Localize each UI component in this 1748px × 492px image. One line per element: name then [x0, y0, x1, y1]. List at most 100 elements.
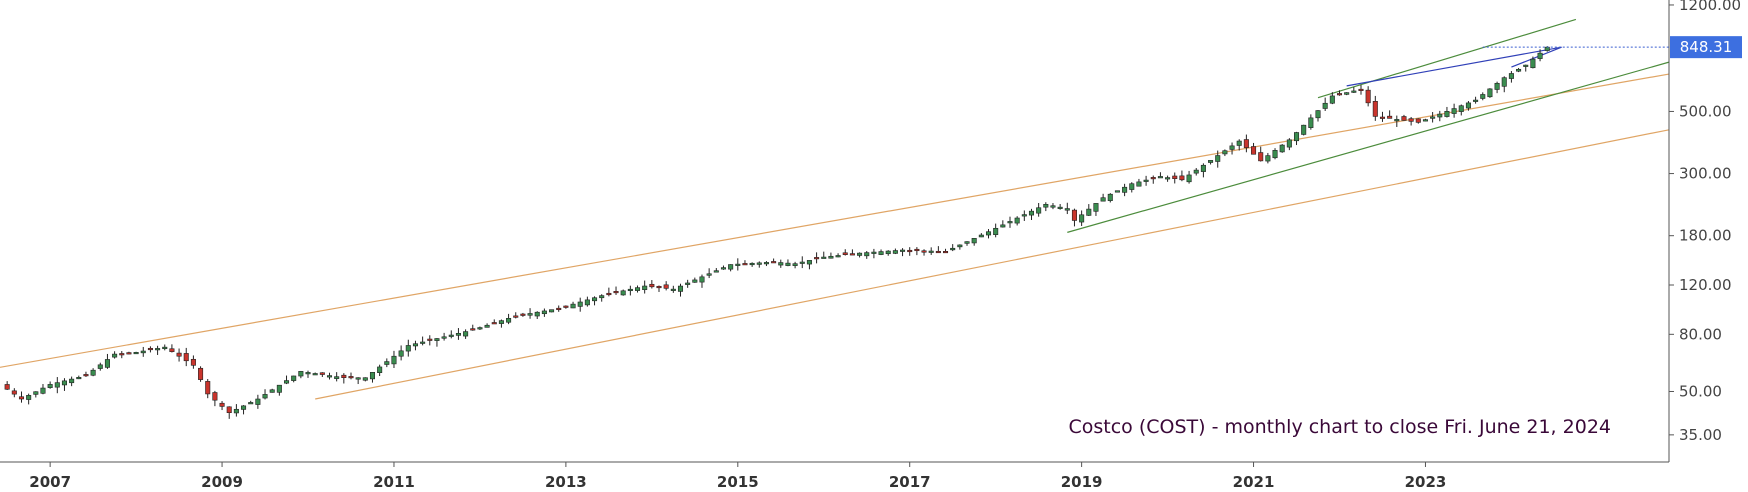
- candle: [885, 250, 891, 256]
- x-tick-label: 2013: [545, 473, 587, 491]
- candle: [1236, 139, 1242, 151]
- candle: [104, 353, 110, 369]
- candle: [427, 335, 433, 346]
- candle: [935, 246, 941, 254]
- candle: [420, 336, 426, 346]
- candle: [1430, 112, 1436, 123]
- candle: [663, 281, 669, 291]
- candle: [1000, 220, 1006, 228]
- candle: [1129, 182, 1135, 193]
- candle: [656, 285, 662, 292]
- candle: [484, 323, 490, 328]
- candle: [405, 339, 411, 357]
- candle: [1208, 160, 1214, 165]
- candle: [1494, 81, 1500, 94]
- candle: [1530, 56, 1536, 69]
- candle: [857, 252, 863, 258]
- last-price-badge: [1670, 36, 1742, 59]
- candle: [176, 348, 182, 362]
- candle: [1014, 216, 1020, 226]
- candle: [749, 262, 755, 267]
- x-tick-label: 2009: [201, 473, 243, 491]
- candle: [1422, 118, 1428, 122]
- candle: [892, 248, 898, 255]
- candle: [1265, 152, 1271, 164]
- candle: [226, 406, 232, 419]
- candle: [1222, 149, 1228, 157]
- candle: [978, 233, 984, 238]
- candle: [119, 351, 125, 359]
- candle: [76, 375, 82, 380]
- candle: [1358, 84, 1364, 95]
- candle: [1079, 210, 1085, 226]
- candle: [1379, 111, 1385, 122]
- candle: [1122, 183, 1128, 197]
- candle: [993, 223, 999, 238]
- candle: [763, 261, 769, 267]
- candle: [563, 305, 569, 309]
- candle: [756, 261, 762, 268]
- x-tick-label: 2019: [1061, 473, 1103, 491]
- candle: [1365, 86, 1371, 107]
- candle: [900, 248, 906, 257]
- candle: [198, 366, 204, 382]
- candle: [778, 259, 784, 268]
- candle: [878, 249, 884, 256]
- candle: [685, 279, 691, 288]
- candle: [1501, 76, 1507, 93]
- candle: [1186, 170, 1192, 184]
- candle: [828, 252, 834, 259]
- candle: [1200, 163, 1206, 178]
- x-tick-label: 2007: [29, 473, 71, 491]
- trendline-wedge-bottom: [1511, 46, 1562, 68]
- candle: [943, 248, 949, 254]
- x-tick-label: 2017: [889, 473, 931, 491]
- candle: [276, 384, 282, 396]
- candle: [498, 319, 504, 328]
- candle: [1487, 88, 1493, 98]
- candle: [799, 256, 805, 269]
- candle: [284, 375, 290, 385]
- candle: [928, 247, 934, 255]
- candle: [398, 345, 404, 361]
- candle: [362, 377, 368, 382]
- candle: [1322, 97, 1328, 111]
- candle: [319, 372, 325, 378]
- candle: [1036, 202, 1042, 217]
- candle: [914, 247, 920, 256]
- candle: [549, 309, 555, 313]
- candle: [1028, 208, 1035, 221]
- y-tick-label: 120.00: [1679, 276, 1732, 294]
- candle: [842, 249, 848, 256]
- candle: [1336, 90, 1343, 96]
- candle: [1415, 118, 1421, 124]
- candle: [112, 351, 118, 359]
- candle: [649, 280, 655, 289]
- candle: [298, 370, 304, 379]
- candle: [233, 404, 239, 417]
- trendline-green-resistance: [1317, 18, 1577, 99]
- trendline-upper-channel: [0, 73, 1670, 368]
- candle: [69, 376, 75, 387]
- candle: [1215, 150, 1221, 168]
- candle: [1143, 175, 1149, 186]
- candle: [384, 358, 390, 368]
- last-price-label: 848.31: [1680, 38, 1733, 56]
- candle: [40, 384, 46, 395]
- candle: [742, 260, 748, 266]
- candle: [527, 308, 533, 319]
- candle: [133, 351, 139, 355]
- candle: [1351, 87, 1357, 93]
- candle: [1286, 138, 1292, 151]
- candle: [26, 393, 32, 405]
- candle: [1372, 95, 1378, 121]
- candle: [126, 351, 132, 355]
- candle: [849, 249, 855, 256]
- candle: [54, 377, 60, 394]
- candle: [369, 372, 376, 383]
- candle: [33, 391, 39, 398]
- candle: [706, 268, 712, 279]
- trendline-wedge-top: [1346, 46, 1562, 87]
- candle: [255, 394, 261, 409]
